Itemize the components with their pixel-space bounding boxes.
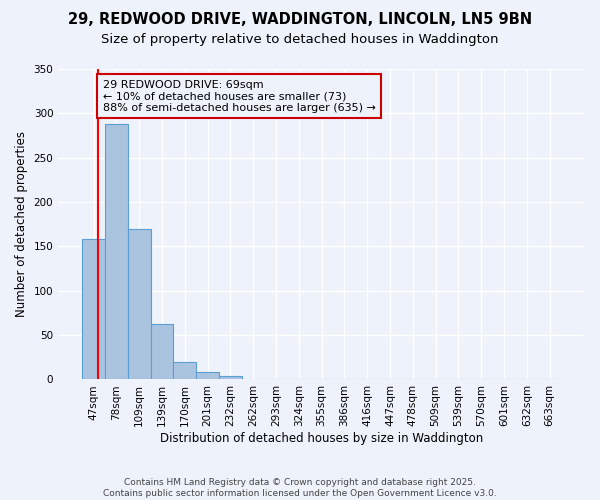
Bar — [219, 376, 242, 380]
Bar — [105, 124, 128, 380]
Bar — [196, 372, 219, 380]
Text: 29 REDWOOD DRIVE: 69sqm
← 10% of detached houses are smaller (73)
88% of semi-de: 29 REDWOOD DRIVE: 69sqm ← 10% of detache… — [103, 80, 376, 113]
Text: Contains HM Land Registry data © Crown copyright and database right 2025.
Contai: Contains HM Land Registry data © Crown c… — [103, 478, 497, 498]
Text: Size of property relative to detached houses in Waddington: Size of property relative to detached ho… — [101, 32, 499, 46]
Bar — [128, 228, 151, 380]
Bar — [173, 362, 196, 380]
Bar — [151, 324, 173, 380]
Y-axis label: Number of detached properties: Number of detached properties — [15, 131, 28, 317]
X-axis label: Distribution of detached houses by size in Waddington: Distribution of detached houses by size … — [160, 432, 483, 445]
Bar — [242, 378, 265, 380]
Bar — [82, 240, 105, 380]
Text: 29, REDWOOD DRIVE, WADDINGTON, LINCOLN, LN5 9BN: 29, REDWOOD DRIVE, WADDINGTON, LINCOLN, … — [68, 12, 532, 28]
Bar — [538, 378, 561, 380]
